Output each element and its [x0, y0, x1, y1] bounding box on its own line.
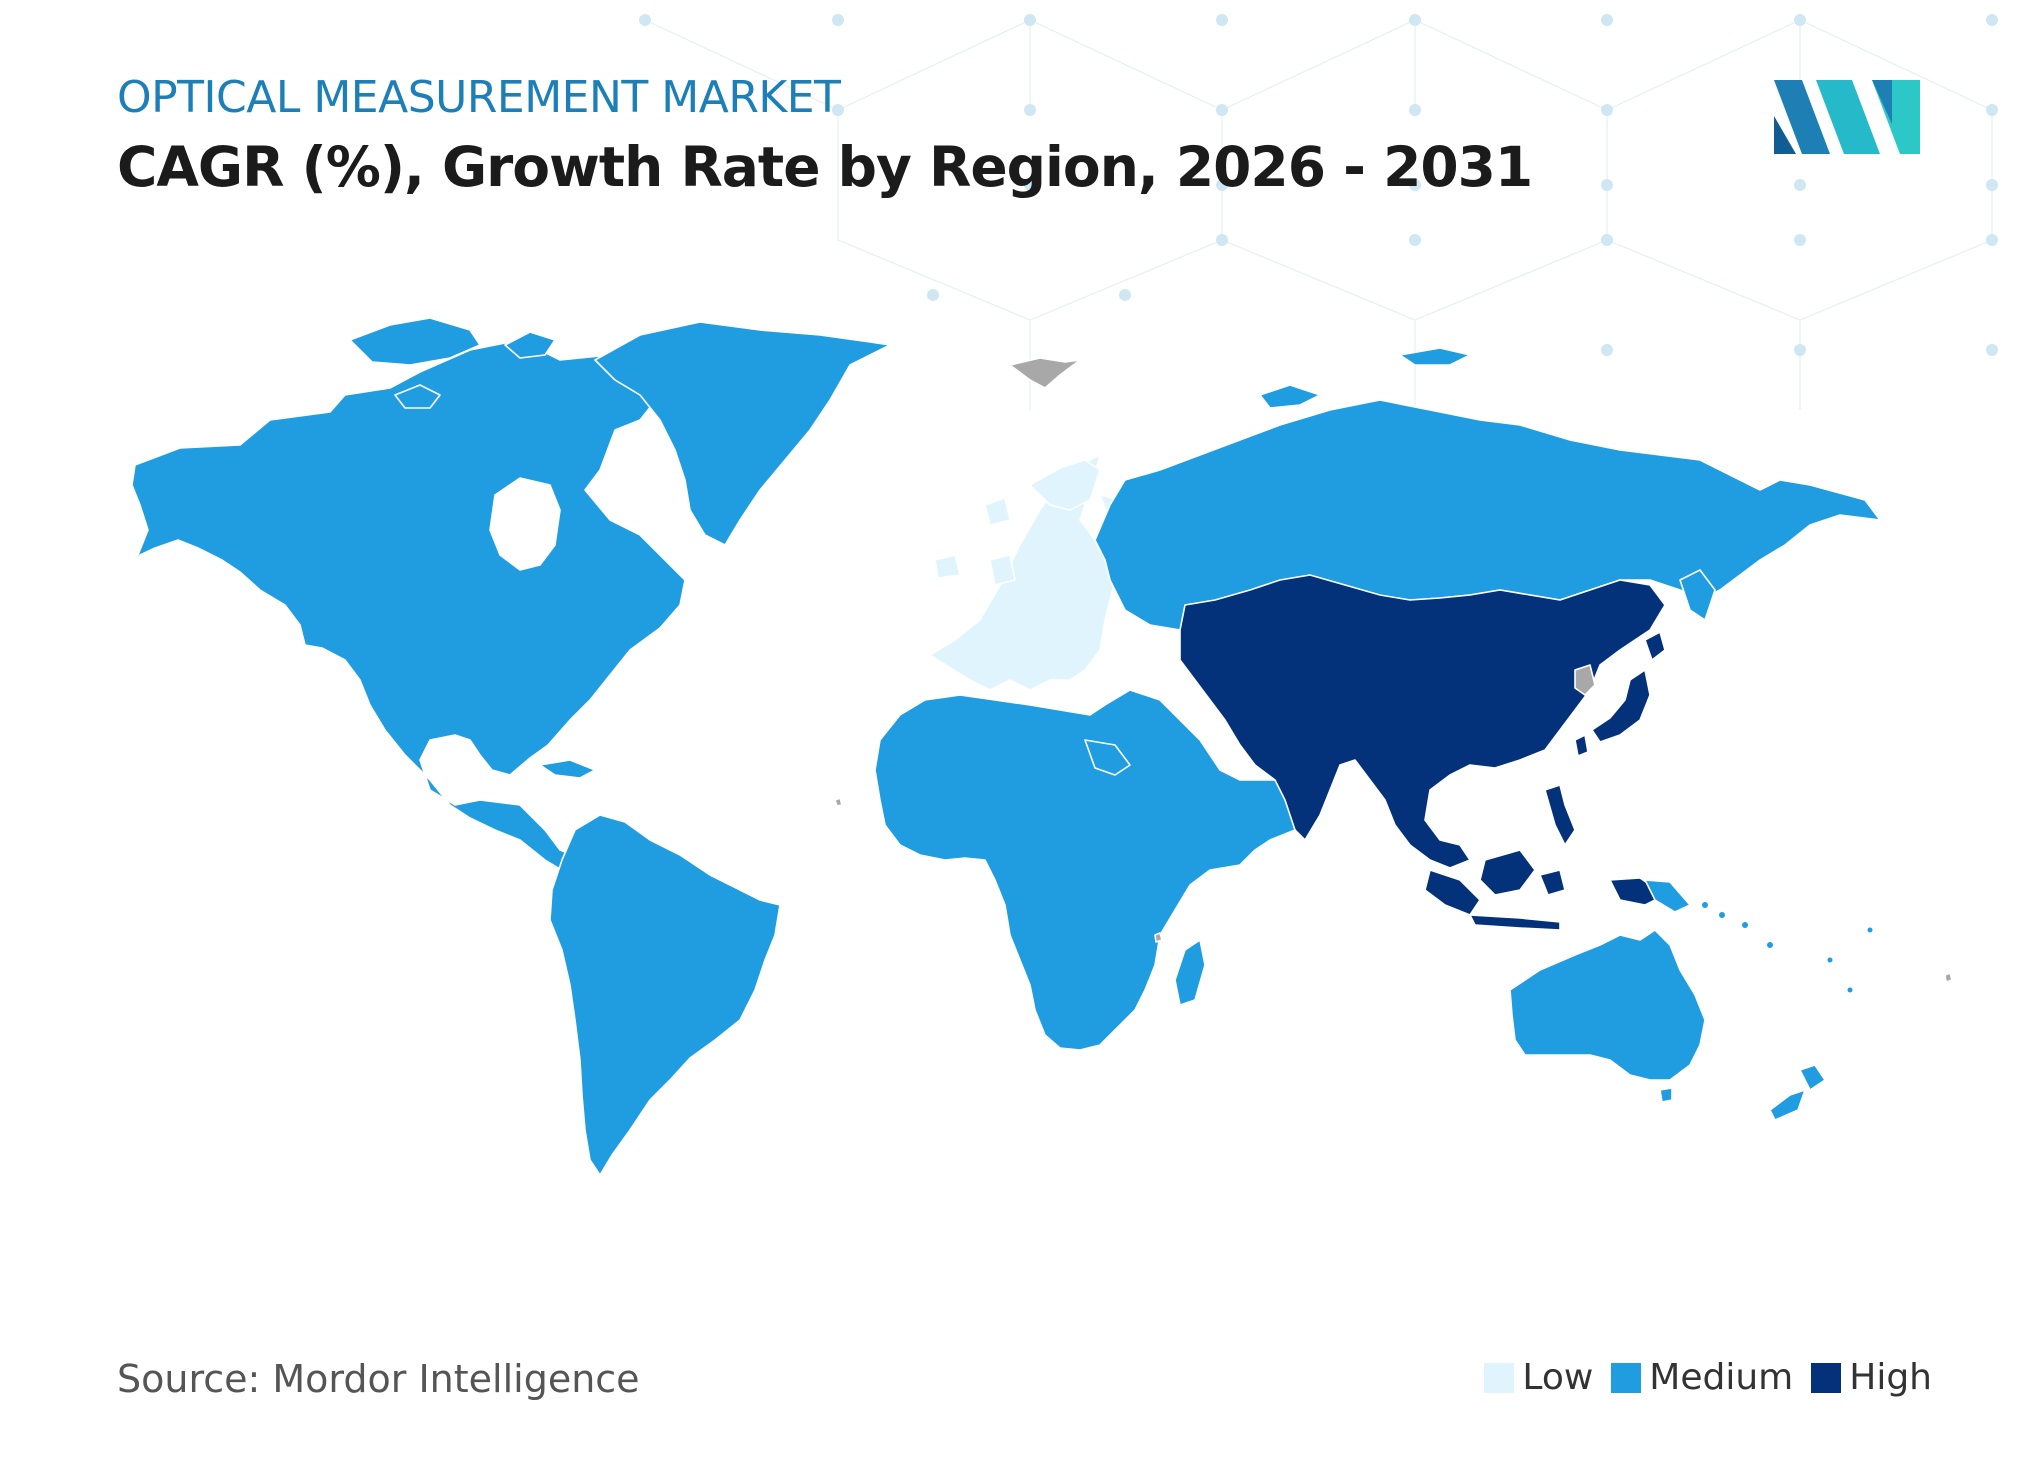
mordor-logo-icon	[1774, 80, 1920, 154]
region-north-america	[131, 339, 686, 879]
legend-swatch-high	[1811, 1362, 1842, 1393]
legend: Low Medium High	[1484, 1357, 1932, 1398]
legend-item-high: High	[1811, 1357, 1932, 1398]
region-europe	[929, 454, 1126, 691]
legend-label-medium: Medium	[1649, 1357, 1794, 1398]
chart-subtitle: OPTICAL MEASUREMENT MARKET	[117, 72, 841, 123]
legend-label-high: High	[1849, 1357, 1932, 1398]
region-middle-east-africa	[874, 689, 1311, 1051]
region-asia-pacific	[1179, 574, 1666, 869]
legend-label-low: Low	[1522, 1357, 1594, 1398]
chart-title: CAGR (%), Growth Rate by Region, 2026 - …	[117, 135, 1533, 199]
region-australia	[1509, 929, 1706, 1081]
legend-item-low: Low	[1484, 1357, 1593, 1398]
region-greenland	[594, 321, 891, 546]
legend-swatch-low	[1484, 1362, 1515, 1393]
source-note: Source: Mordor Intelligence	[117, 1357, 640, 1401]
legend-item-medium: Medium	[1611, 1357, 1793, 1398]
region-south-america	[549, 814, 781, 1176]
legend-swatch-medium	[1611, 1362, 1642, 1393]
